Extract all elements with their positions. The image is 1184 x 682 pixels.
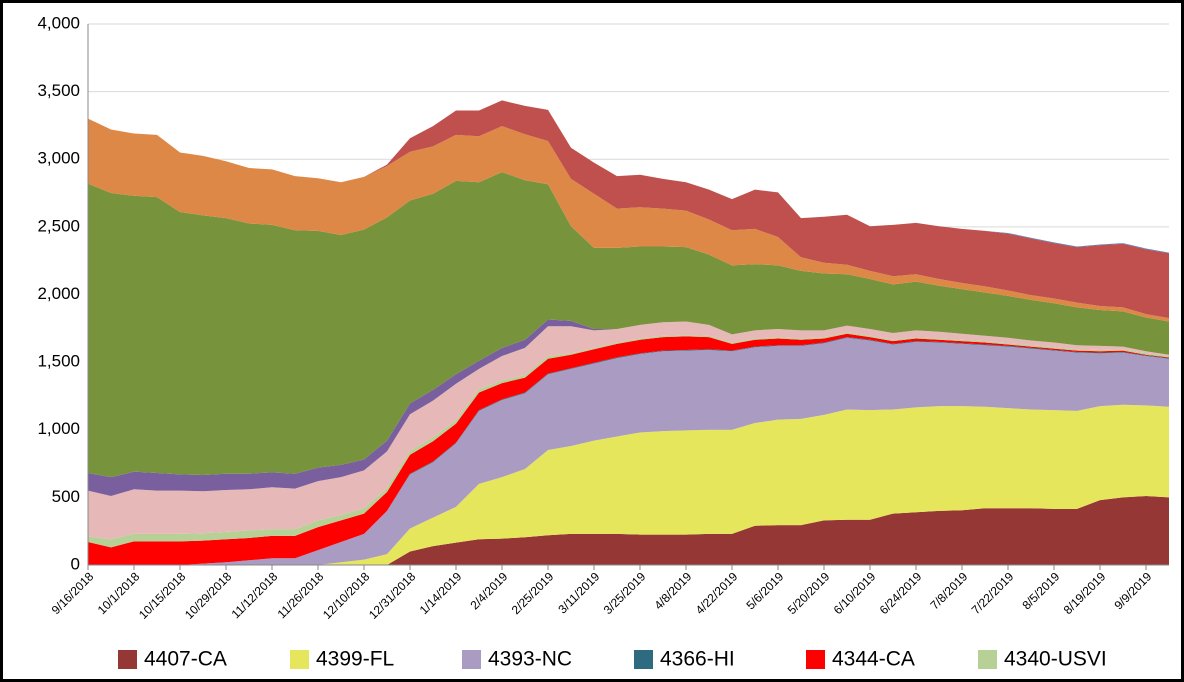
legend-swatch bbox=[634, 650, 653, 669]
area bbox=[88, 321, 1169, 540]
area bbox=[88, 337, 1169, 565]
y-tick-label: 500 bbox=[52, 487, 80, 506]
y-tick-label: 2,000 bbox=[37, 284, 80, 303]
area bbox=[88, 404, 1169, 565]
legend-label: 4366-HI bbox=[660, 648, 735, 671]
y-tick-label: 1,000 bbox=[37, 419, 80, 438]
legend-label: 4344-CA bbox=[832, 648, 915, 671]
area bbox=[88, 319, 1169, 497]
y-tick-label: 3,000 bbox=[37, 149, 80, 168]
area bbox=[88, 333, 1169, 565]
area bbox=[88, 496, 1169, 565]
y-tick-label: 0 bbox=[71, 554, 80, 573]
legend-swatch bbox=[290, 650, 309, 669]
y-tick-label: 3,500 bbox=[37, 81, 80, 100]
legend-swatch bbox=[118, 650, 137, 669]
legend-label: 4407-CA bbox=[144, 648, 227, 671]
area bbox=[88, 118, 1169, 322]
y-tick-label: 1,500 bbox=[37, 352, 80, 371]
y-tick-label: 2,500 bbox=[37, 216, 80, 235]
y-tick-label: 4,000 bbox=[37, 13, 80, 32]
legend-swatch bbox=[806, 650, 825, 669]
legend-label: 4340-USVI bbox=[1004, 648, 1107, 671]
legend-swatch bbox=[462, 650, 481, 669]
legend-label: 4399-FL bbox=[316, 648, 394, 671]
legend-label: 4393-NC bbox=[488, 648, 572, 671]
area bbox=[88, 172, 1169, 478]
legend-swatch bbox=[978, 650, 997, 669]
area bbox=[88, 100, 1169, 319]
